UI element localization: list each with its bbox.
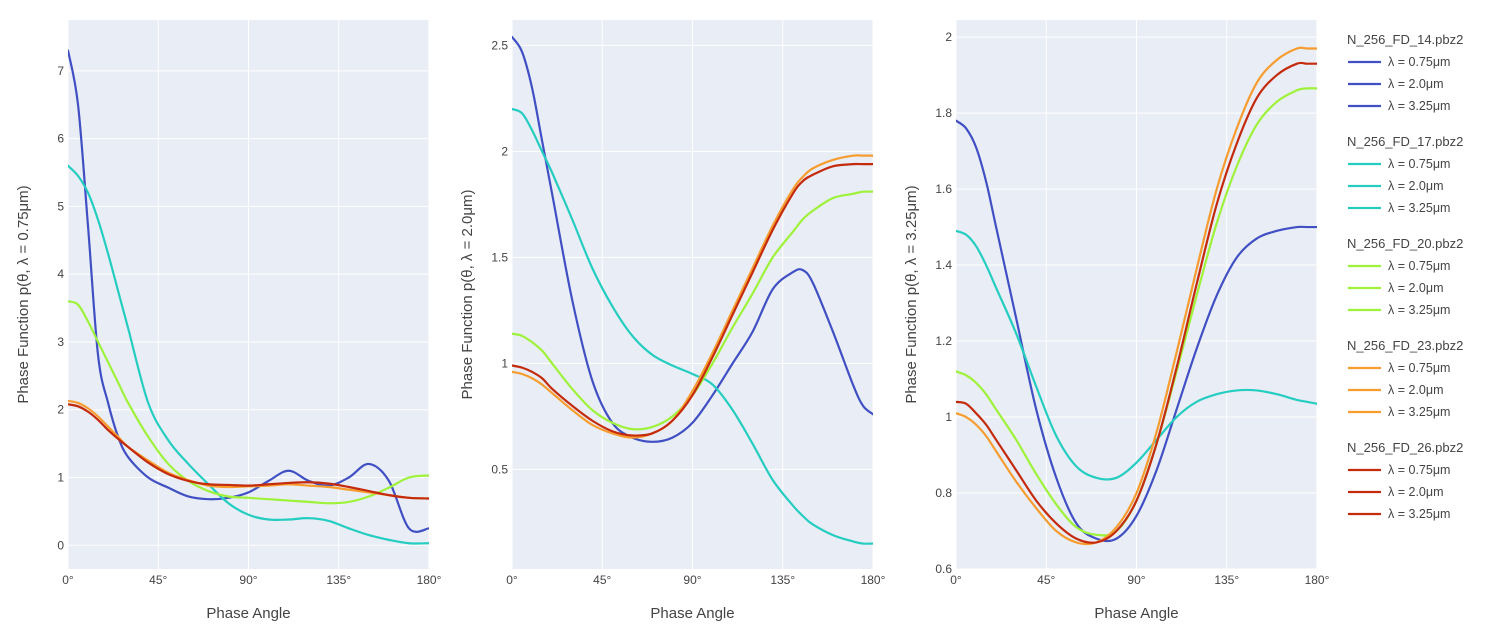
panel-3: 0° 45° 90° 135° 180° 0.6 0.8 1 1.2 1.4 1.6 1.8 2 Phas… <box>903 20 1330 622</box>
series-line-n-256-fd-23-pbz2 <box>956 46 1317 546</box>
series-lines <box>68 49 429 545</box>
legend-item-label[interactable]: λ = 0.75μm <box>1388 463 1450 477</box>
legend-item-label[interactable]: λ = 0.75μm <box>1388 259 1450 273</box>
y-tick-label: 6 <box>57 132 64 146</box>
x-tick-label: 180° <box>1305 573 1330 587</box>
x-axis-title: Phase Angle <box>206 605 290 622</box>
legend-group-title: N_256_FD_26.pbz2 <box>1347 440 1463 455</box>
legend-item-label[interactable]: λ = 2.0μm <box>1388 485 1444 499</box>
y-tick-label: 0.8 <box>935 486 952 500</box>
legend-group-title: N_256_FD_14.pbz2 <box>1347 32 1463 47</box>
x-tick-label: 180° <box>861 573 886 587</box>
x-tick-label: 0° <box>62 573 74 587</box>
x-tick-label: 180° <box>417 573 442 587</box>
y-tick-label: 1.2 <box>935 334 952 348</box>
series-line-n-256-fd-26-pbz2 <box>956 61 1317 544</box>
series-line-n-256-fd-14-pbz2 <box>956 119 1317 543</box>
legend-item-label[interactable]: λ = 3.25μm <box>1388 507 1450 521</box>
series-line-n-256-fd-26-pbz2 <box>68 403 429 500</box>
legend-item-label[interactable]: λ = 3.25μm <box>1388 405 1450 419</box>
series-line-n-256-fd-17-pbz2 <box>956 229 1317 481</box>
x-tick-label: 45° <box>1037 573 1055 587</box>
y-axis-title: Phase Function p(θ, λ = 0.75μm) <box>15 185 32 403</box>
legend-item-label[interactable]: λ = 0.75μm <box>1388 157 1450 171</box>
panel-2: 0° 45° 90° 135° 180° 0.5 1 1.5 2 2.5 Phase Angle Ph… <box>459 20 886 622</box>
y-tick-label: 0.6 <box>935 562 952 576</box>
y-tick-label: 1.4 <box>935 258 952 272</box>
x-tick-label: 45° <box>149 573 167 587</box>
legend-group-title: N_256_FD_17.pbz2 <box>1347 134 1463 149</box>
y-tick-label: 2 <box>945 30 952 44</box>
x-tick-label: 135° <box>770 573 795 587</box>
x-tick-label: 90° <box>683 573 701 587</box>
y-tick-label: 7 <box>57 64 64 78</box>
x-axis-title: Phase Angle <box>650 605 734 622</box>
y-tick-label: 1 <box>57 471 64 485</box>
legend-item-label[interactable]: λ = 3.25μm <box>1388 201 1450 215</box>
legend-item-label[interactable]: λ = 3.25μm <box>1388 99 1450 113</box>
legend: N_256_FD_14.pbz2 λ = 0.75μm λ = 2.0μm λ = 3… <box>1347 32 1463 521</box>
y-tick-label: 1.5 <box>491 250 508 264</box>
y-tick-label: 0 <box>57 538 64 552</box>
legend-item-label[interactable]: λ = 0.75μm <box>1388 55 1450 69</box>
x-axis-title: Phase Angle <box>1094 605 1178 622</box>
y-axis-title: Phase Function p(θ, λ = 3.25μm) <box>903 185 920 403</box>
series-line-n-256-fd-17-pbz2 <box>512 107 873 545</box>
series-line-n-256-fd-26-pbz2 <box>512 162 873 437</box>
legend-item-label[interactable]: λ = 2.0μm <box>1388 77 1444 91</box>
y-tick-label: 2 <box>501 144 508 158</box>
x-tick-label: 0° <box>506 573 518 587</box>
series-lines <box>512 35 873 545</box>
legend-item-label[interactable]: λ = 0.75μm <box>1388 361 1450 375</box>
y-tick-label: 0.5 <box>491 462 508 476</box>
x-tick-label: 0° <box>950 573 962 587</box>
series-line-n-256-fd-20-pbz2 <box>68 300 429 505</box>
y-tick-label: 1.8 <box>935 106 952 120</box>
x-tick-label: 135° <box>1214 573 1239 587</box>
legend-item-label[interactable]: λ = 2.0μm <box>1388 383 1444 397</box>
y-tick-label: 2 <box>57 403 64 417</box>
y-tick-label: 5 <box>57 199 64 213</box>
y-tick-label: 1 <box>501 356 508 370</box>
y-tick-label: 4 <box>57 267 64 281</box>
y-tick-label: 1 <box>945 410 952 424</box>
legend-group-title: N_256_FD_20.pbz2 <box>1347 236 1463 251</box>
y-axis-title: Phase Function p(θ, λ = 2.0μm) <box>459 190 476 400</box>
y-tick-label: 2.5 <box>491 38 508 52</box>
x-tick-label: 135° <box>326 573 351 587</box>
series-lines <box>956 46 1317 546</box>
series-line-n-256-fd-14-pbz2 <box>68 49 429 533</box>
y-tick-label: 1.6 <box>935 182 952 196</box>
series-line-n-256-fd-14-pbz2 <box>512 35 873 443</box>
y-tick-label: 3 <box>57 335 64 349</box>
legend-group-title: N_256_FD_23.pbz2 <box>1347 338 1463 353</box>
x-tick-label: 90° <box>239 573 257 587</box>
series-line-n-256-fd-23-pbz2 <box>68 399 429 500</box>
legend-item-label[interactable]: λ = 2.0μm <box>1388 179 1444 193</box>
panel-1: 0° 45° 90° 135° 180° 0 1 2 3 4 5 6 7 Phase Angle Phase… <box>15 20 442 622</box>
legend-item-label[interactable]: λ = 3.25μm <box>1388 303 1450 317</box>
series-line-n-256-fd-23-pbz2 <box>512 154 873 439</box>
x-tick-label: 45° <box>593 573 611 587</box>
legend-item-label[interactable]: λ = 2.0μm <box>1388 281 1444 295</box>
x-tick-label: 90° <box>1127 573 1145 587</box>
